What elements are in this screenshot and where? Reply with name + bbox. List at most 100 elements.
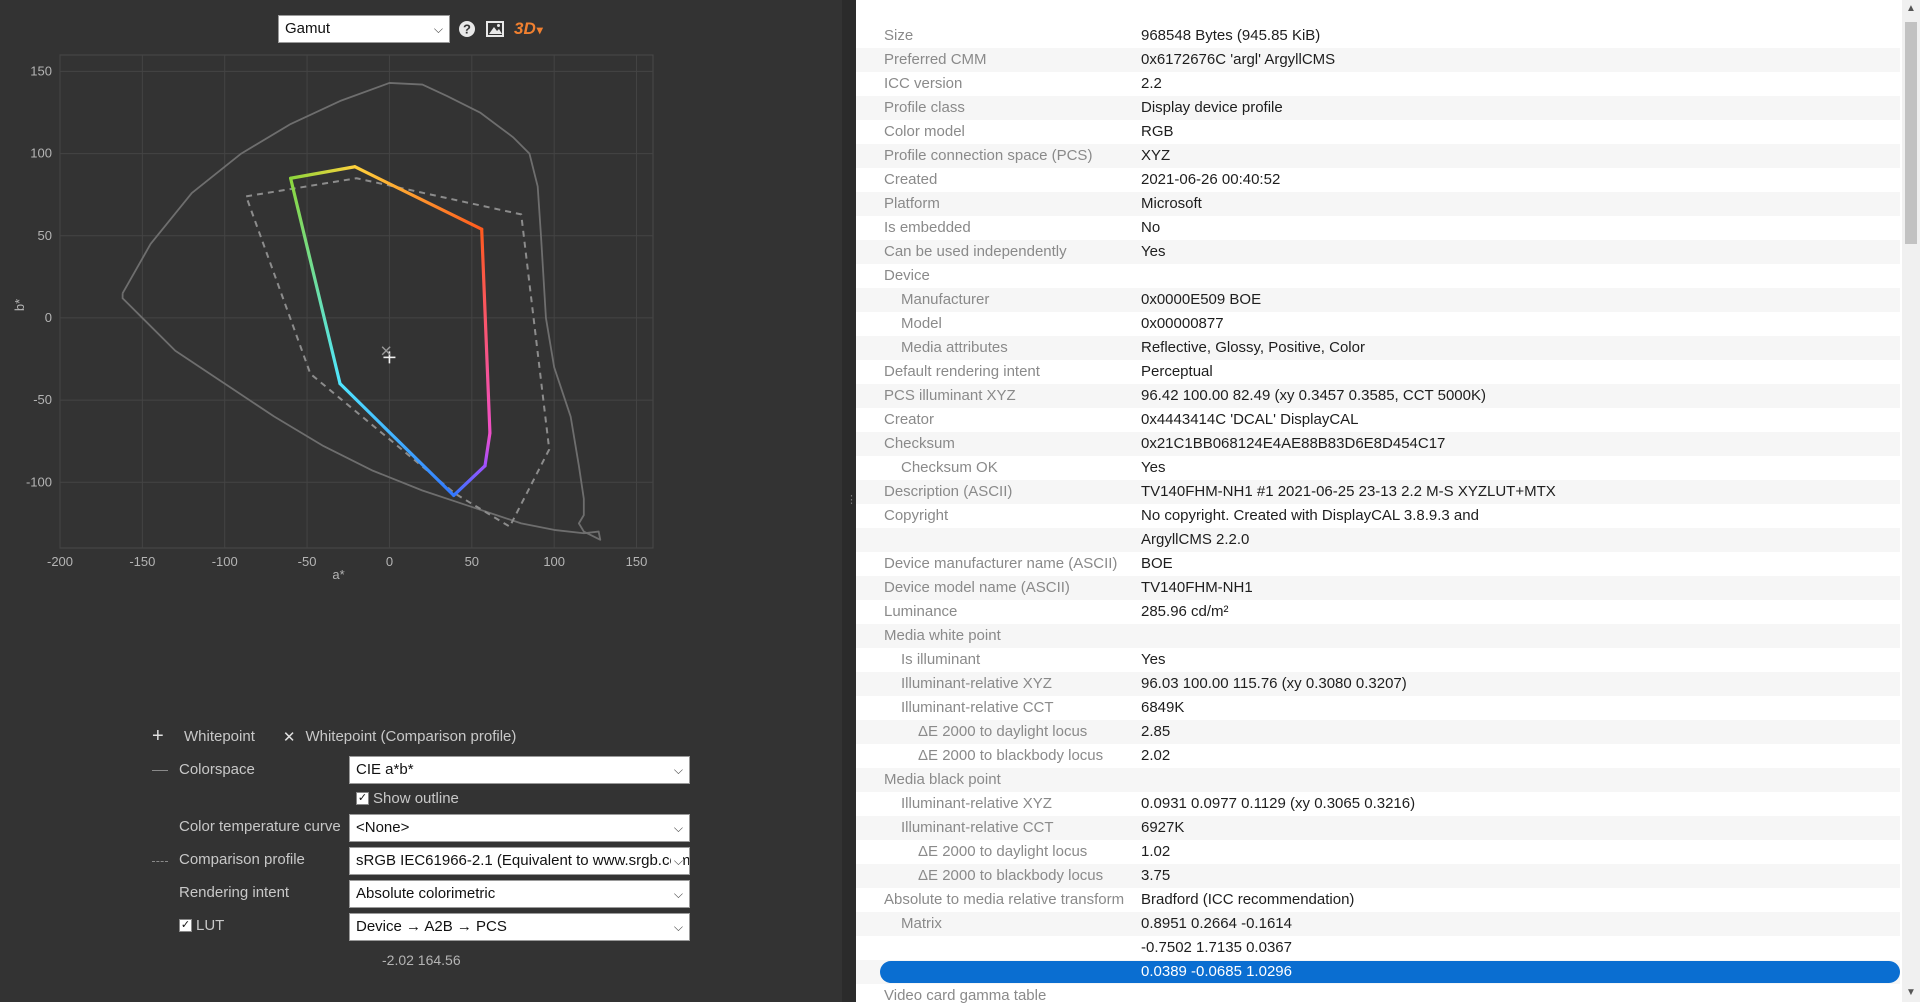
info-row[interactable]: Media white point bbox=[856, 624, 1900, 648]
info-row[interactable]: Profile connection space (PCS) XYZ bbox=[856, 144, 1900, 168]
legend-whitepoint-label: Whitepoint bbox=[184, 728, 255, 745]
info-row[interactable]: ΔE 2000 to daylight locus 2.85 bbox=[856, 720, 1900, 744]
info-row[interactable]: Model 0x00000877 bbox=[856, 312, 1900, 336]
info-key: Copyright bbox=[884, 507, 949, 524]
info-key: Media white point bbox=[884, 627, 1001, 644]
info-key: Illuminant-relative XYZ bbox=[901, 795, 1052, 812]
info-row[interactable]: ΔE 2000 to blackbody locus 2.02 bbox=[856, 744, 1900, 768]
info-row[interactable]: Media black point bbox=[856, 768, 1900, 792]
info-row[interactable]: Is embedded No bbox=[856, 216, 1900, 240]
info-row[interactable]: Device bbox=[856, 264, 1900, 288]
scroll-up-icon[interactable]: ▲ bbox=[1906, 3, 1916, 14]
info-row[interactable]: Preferred CMM 0x6172676C 'argl' ArgyllCMS bbox=[856, 48, 1900, 72]
info-row[interactable]: Color model RGB bbox=[856, 120, 1900, 144]
info-key: Manufacturer bbox=[901, 291, 990, 308]
info-row[interactable]: PCS illuminant XYZ 96.42 100.00 82.49 (xy… bbox=[856, 384, 1900, 408]
info-key: Checksum OK bbox=[901, 459, 998, 476]
scroll-down-icon[interactable]: ▼ bbox=[1906, 987, 1916, 998]
info-row[interactable]: Description (ASCII) TV140FHM-NH1 #1 2021-… bbox=[856, 480, 1900, 504]
show-outline-checkbox[interactable]: ✓ bbox=[356, 792, 369, 805]
info-row[interactable]: Creator 0x4443414C 'DCAL' DisplayCAL bbox=[856, 408, 1900, 432]
y-tick-label: -50 bbox=[33, 392, 52, 407]
info-row[interactable]: Illuminant-relative XYZ 0.0931 0.0977 0.1… bbox=[856, 792, 1900, 816]
info-row[interactable]: Device model name (ASCII) TV140FHM-NH1 bbox=[856, 576, 1900, 600]
info-row[interactable]: ArgyllCMS 2.2.0 bbox=[856, 528, 1900, 552]
info-row[interactable]: 0.0389 -0.0685 1.0296 bbox=[856, 960, 1900, 984]
info-value: Microsoft bbox=[1141, 195, 1202, 212]
info-row[interactable]: ΔE 2000 to blackbody locus 3.75 bbox=[856, 864, 1900, 888]
gamut-edge bbox=[289, 165, 357, 180]
info-row[interactable]: Luminance 285.96 cd/m² bbox=[856, 600, 1900, 624]
info-row[interactable]: Size 968548 Bytes (945.85 KiB) bbox=[856, 24, 1900, 48]
info-row[interactable]: -0.7502 1.7135 0.0367 bbox=[856, 936, 1900, 960]
help-icon[interactable]: ? bbox=[456, 18, 478, 40]
x-tick-label: -100 bbox=[212, 554, 238, 569]
info-row[interactable]: ICC version 2.2 bbox=[856, 72, 1900, 96]
x-tick-label: -150 bbox=[129, 554, 155, 569]
info-row[interactable]: Platform Microsoft bbox=[856, 192, 1900, 216]
chevron-down-icon: ⌵ bbox=[673, 763, 683, 777]
info-row[interactable]: Default rendering intent Perceptual bbox=[856, 360, 1900, 384]
info-row[interactable]: Illuminant-relative XYZ 96.03 100.00 115.… bbox=[856, 672, 1900, 696]
info-key: ΔE 2000 to daylight locus bbox=[918, 723, 1088, 740]
comparison-select[interactable]: sRGB IEC61966-2.1 (Equivalent to www.srg… bbox=[349, 847, 690, 875]
info-row[interactable]: Manufacturer 0x0000E509 BOE bbox=[856, 288, 1900, 312]
colorspace-select[interactable]: CIE a*b* ⌵ bbox=[349, 756, 690, 784]
color-temp-select[interactable]: <None> ⌵ bbox=[349, 814, 690, 842]
splitter-grip-icon: ⋮ bbox=[846, 494, 857, 506]
3d-view-button[interactable]: 3D▾ bbox=[514, 19, 543, 39]
info-value: 6849K bbox=[1141, 699, 1185, 716]
dashed-line-icon bbox=[152, 861, 168, 862]
image-icon[interactable] bbox=[484, 18, 506, 40]
info-row[interactable]: Copyright No copyright. Created with Disp… bbox=[856, 504, 1900, 528]
info-row[interactable]: Device manufacturer name (ASCII) BOE bbox=[856, 552, 1900, 576]
info-row[interactable]: Profile class Display device profile bbox=[856, 96, 1900, 120]
info-row[interactable]: Can be used independently Yes bbox=[856, 240, 1900, 264]
view-type-select[interactable]: Gamut ⌵ bbox=[278, 15, 450, 43]
info-row[interactable]: Absolute to media relative transform Brad… bbox=[856, 888, 1900, 912]
rendering-select[interactable]: Absolute colorimetric ⌵ bbox=[349, 880, 690, 908]
info-row[interactable]: ΔE 2000 to daylight locus 1.02 bbox=[856, 840, 1900, 864]
cross-icon: ✕ bbox=[282, 728, 296, 746]
info-value: 0x21C1BB068124E4AE88B83D6E8D454C17 bbox=[1141, 435, 1446, 452]
cursor-coordinates: -2.02 164.56 bbox=[382, 952, 461, 968]
info-value: 0.0389 -0.0685 1.0296 bbox=[1141, 963, 1292, 980]
color-temp-value: <None> bbox=[356, 819, 410, 836]
colorspace-value: CIE a*b* bbox=[356, 761, 414, 778]
lut-select[interactable]: Device → A2B → PCS ⌵ bbox=[349, 913, 690, 941]
gamut-plot[interactable]: -200 -150 -100 -50 0 50 100 150 150 100 50 0 -50 -100… bbox=[0, 50, 842, 710]
vertical-scrollbar[interactable]: ▲ ▼ bbox=[1902, 0, 1920, 1002]
info-key: Media black point bbox=[884, 771, 1001, 788]
gamut-panel: Gamut ⌵ ? 3D▾ -200 -150 -100 -50 0 50 100 150 15… bbox=[0, 0, 842, 1002]
scrollbar-thumb[interactable] bbox=[1905, 22, 1917, 244]
chevron-down-icon: ⌵ bbox=[673, 887, 683, 901]
info-row[interactable]: Checksum OK Yes bbox=[856, 456, 1900, 480]
y-tick-label: 0 bbox=[45, 310, 52, 325]
info-key: Checksum bbox=[884, 435, 955, 452]
lut-row: ✓ LUT bbox=[179, 917, 224, 934]
info-key: Profile class bbox=[884, 99, 965, 116]
info-value: 0.8951 0.2664 -0.1614 bbox=[1141, 915, 1292, 932]
info-row[interactable]: Is illuminant Yes bbox=[856, 648, 1900, 672]
info-value: 2.85 bbox=[1141, 723, 1171, 740]
info-row[interactable]: Video card gamma table bbox=[856, 984, 1900, 1008]
info-key: Created bbox=[884, 171, 938, 188]
lut-checkbox[interactable]: ✓ bbox=[179, 919, 192, 932]
plus-icon: + bbox=[152, 725, 164, 747]
view-type-value: Gamut bbox=[285, 20, 331, 37]
info-row[interactable]: Illuminant-relative CCT 6927K bbox=[856, 816, 1900, 840]
chevron-down-icon: ⌵ bbox=[670, 848, 683, 874]
info-row[interactable]: Created 2021-06-26 00:40:52 bbox=[856, 168, 1900, 192]
show-outline-row: ✓ Show outline bbox=[356, 790, 459, 807]
comparison-value: sRGB IEC61966-2.1 (Equivalent to www.srg… bbox=[356, 852, 690, 869]
info-row[interactable]: Checksum 0x21C1BB068124E4AE88B83D6E8D454C… bbox=[856, 432, 1900, 456]
info-row[interactable]: Media attributes Reflective, Glossy, Posi… bbox=[856, 336, 1900, 360]
chevron-down-icon: ⌵ bbox=[673, 920, 683, 934]
info-row[interactable]: Illuminant-relative CCT 6849K bbox=[856, 696, 1900, 720]
info-row[interactable]: Matrix 0.8951 0.2664 -0.1614 bbox=[856, 912, 1900, 936]
svg-text:?: ? bbox=[463, 22, 471, 37]
gamut-edge bbox=[480, 227, 492, 435]
info-key: Video card gamma table bbox=[884, 987, 1047, 1004]
info-key: Media attributes bbox=[901, 339, 1008, 356]
panel-splitter[interactable]: ⋮ bbox=[842, 0, 857, 1002]
